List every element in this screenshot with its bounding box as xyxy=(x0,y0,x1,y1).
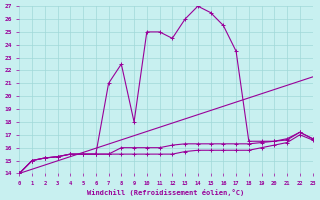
X-axis label: Windchill (Refroidissement éolien,°C): Windchill (Refroidissement éolien,°C) xyxy=(87,189,244,196)
